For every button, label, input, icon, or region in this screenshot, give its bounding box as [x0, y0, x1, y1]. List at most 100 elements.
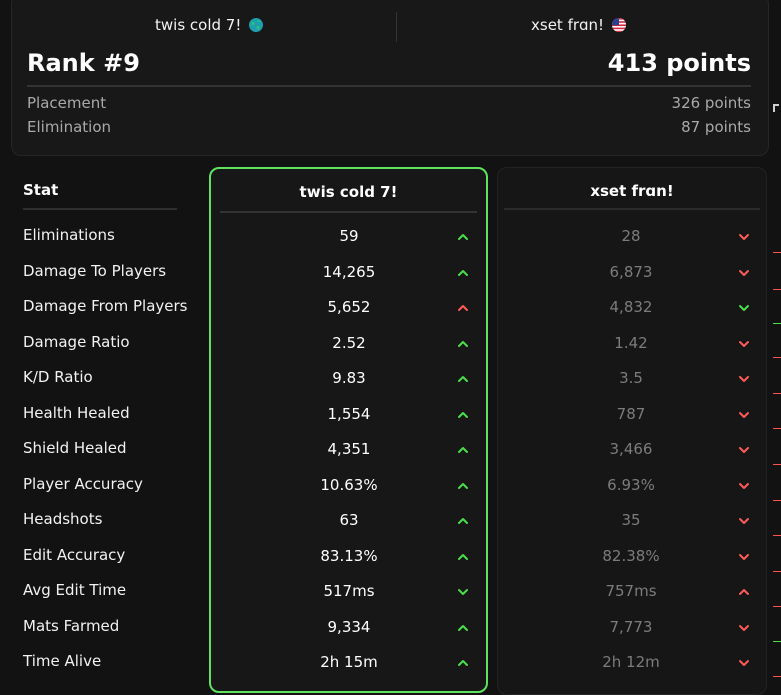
chevron-up-icon	[458, 411, 468, 418]
column-header-divider	[504, 208, 760, 210]
chevron-down-icon	[739, 447, 749, 453]
player-two-value: 787	[616, 404, 646, 423]
table-row: Avg Edit Time 517ms 757ms	[0, 577, 781, 607]
player-one-value: 59	[339, 227, 359, 245]
player-two-value: 757ms	[605, 582, 657, 600]
placement-label: Placement	[27, 94, 107, 112]
chevron-down-icon	[739, 411, 749, 418]
us-flag-icon	[612, 18, 627, 32]
player-two-column: xset frɑn!	[497, 167, 767, 695]
player-two-value: 4,832	[609, 298, 653, 316]
chevron-down-icon	[739, 624, 749, 631]
stat-label: Mats Farmed	[23, 616, 120, 635]
player-one-value: 2h 15m	[320, 653, 378, 671]
player-two-value: 35	[621, 511, 641, 529]
column-header-divider	[220, 211, 477, 213]
chevron-down-icon	[739, 305, 749, 311]
chevron-down-icon	[739, 482, 749, 489]
chevron-up-icon	[458, 624, 468, 631]
table-row: K/D Ratio 9.83 3.5	[0, 364, 781, 394]
player-one-name: twis cold 7!	[155, 16, 242, 34]
player-two-value: 7,773	[609, 617, 653, 636]
player-one-value: 2.52	[332, 333, 366, 352]
globe-icon	[249, 18, 264, 32]
player-one-value: 83.13%	[320, 546, 378, 565]
chevron-down-icon	[739, 376, 749, 382]
stat-label: Damage To Players	[23, 261, 167, 280]
player-two-value: 6.93%	[607, 475, 655, 494]
stat-column-header: Stat	[23, 181, 59, 199]
player-one-value: 1,554	[327, 404, 371, 423]
player-one-value: 4,351	[327, 440, 371, 458]
player-one-value: 9.83	[332, 369, 366, 387]
player-two-value: 82.38%	[602, 546, 660, 565]
chevron-up-icon	[458, 553, 468, 560]
player-two-column-header: xset frɑn!	[590, 182, 674, 200]
stat-label: Avg Edit Time	[23, 581, 127, 599]
table-row: Eliminations 59 28	[0, 222, 781, 252]
player-two-name: xset frɑn!	[531, 16, 605, 34]
stat-label: Time Alive	[23, 652, 102, 670]
player-divider	[396, 12, 397, 42]
stat-label: Shield Healed	[23, 439, 127, 457]
player-one-value: 10.63%	[320, 475, 378, 494]
table-row: Shield Healed 4,351 3,466	[0, 435, 781, 465]
chevron-up-icon	[739, 589, 749, 595]
chevron-up-icon	[458, 482, 468, 489]
table-row: Damage Ratio 2.52 1.42	[0, 329, 781, 359]
chevron-down-icon	[739, 234, 749, 240]
chevron-up-icon	[458, 269, 468, 276]
elimination-value: 87 points	[681, 118, 751, 136]
table-row: Edit Accuracy 83.13% 82.38%	[0, 542, 781, 572]
chevron-down-icon	[458, 589, 468, 595]
player-two-header: xset frɑn!	[531, 16, 627, 34]
chevron-up-icon	[458, 376, 468, 382]
player-one-value: 63	[339, 511, 359, 529]
stat-label: K/D Ratio	[23, 368, 93, 386]
stat-header-underline	[23, 208, 177, 210]
table-row: Health Healed 1,554 787	[0, 400, 781, 430]
player-one-value: 517ms	[323, 582, 375, 600]
chevron-up-icon	[458, 518, 468, 524]
stat-label: Player Accuracy	[23, 474, 143, 493]
stat-label: Damage From Players	[23, 297, 188, 315]
stat-label: Headshots	[23, 510, 103, 528]
player-two-value: 6,873	[609, 262, 653, 281]
stat-label: Damage Ratio	[23, 332, 130, 351]
stat-label: Edit Accuracy	[23, 545, 126, 564]
chevron-up-icon	[458, 447, 468, 453]
player-two-value: 2h 12m	[602, 653, 660, 671]
match-summary-card	[11, 0, 769, 156]
player-two-value: 28	[621, 227, 641, 245]
player-one-header: twis cold 7!	[155, 16, 264, 34]
player-one-value: 14,265	[322, 262, 376, 281]
rank-title: Rank #9	[27, 49, 140, 77]
table-row: Mats Farmed 9,334 7,773	[0, 613, 781, 643]
player-one-value: 5,652	[327, 298, 371, 316]
chevron-down-icon	[739, 518, 749, 524]
stat-label: Health Healed	[23, 403, 130, 422]
table-row: Player Accuracy 10.63% 6.93%	[0, 471, 781, 501]
total-points: 413 points	[607, 49, 751, 77]
summary-divider	[27, 85, 751, 87]
chevron-up-icon	[458, 305, 468, 311]
player-one-column: twis cold 7!	[209, 167, 488, 693]
chevron-down-icon	[739, 553, 749, 560]
chevron-down-icon	[739, 269, 749, 276]
stat-label: Eliminations	[23, 226, 115, 244]
elimination-label: Elimination	[27, 118, 112, 136]
table-row: Headshots 63 35	[0, 506, 781, 536]
player-two-value: 3.5	[619, 369, 643, 387]
chevron-down-icon	[739, 660, 749, 666]
table-row: Damage From Players 5,652 4,832	[0, 293, 781, 323]
chevron-down-icon	[739, 340, 749, 347]
chevron-up-icon	[458, 660, 468, 666]
player-two-value: 3,466	[609, 440, 653, 458]
table-row: Damage To Players 14,265 6,873	[0, 258, 781, 288]
chevron-up-icon	[458, 340, 468, 347]
player-one-value: 9,334	[327, 617, 371, 636]
player-one-column-header: twis cold 7!	[299, 183, 398, 201]
placement-value: 326 points	[671, 94, 751, 112]
table-row: Time Alive 2h 15m 2h 12m	[0, 648, 781, 678]
player-two-value: 1.42	[614, 333, 648, 352]
